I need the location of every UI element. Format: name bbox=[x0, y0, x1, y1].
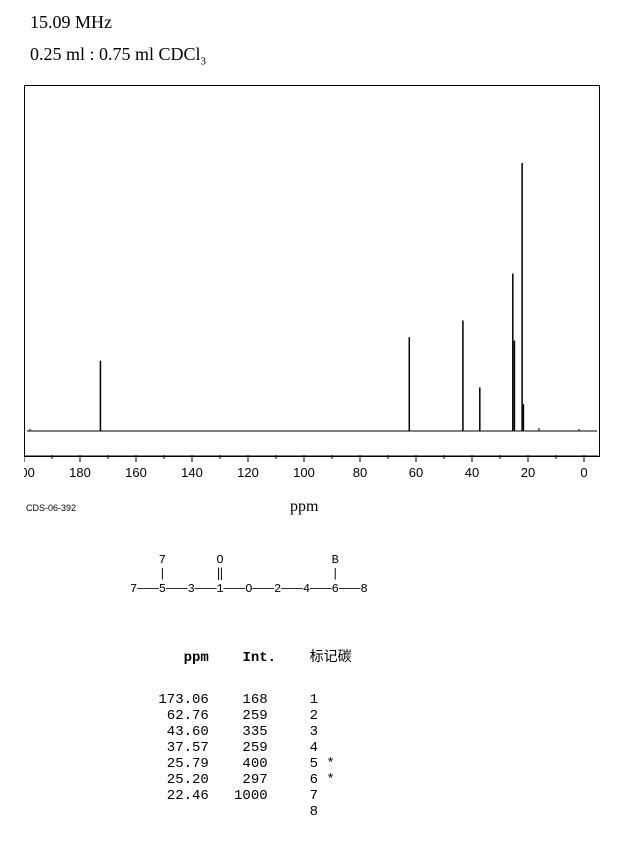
header-line-1: 15.09 MHz bbox=[30, 12, 112, 33]
header-line-2-sub: 3 bbox=[201, 56, 207, 68]
table-row: 22.46 1000 7 bbox=[150, 788, 352, 804]
nmr-chart bbox=[24, 85, 600, 457]
x-axis: 200180160140120100806040200 bbox=[24, 455, 598, 495]
tick-label: 140 bbox=[181, 465, 203, 480]
tick-label: 80 bbox=[353, 465, 367, 480]
peak-table: ppm Int. 标记碳 173.06 168 1 62.76 259 2 43… bbox=[150, 630, 352, 820]
x-axis-label: ppm bbox=[290, 498, 318, 516]
header-line-2-text: 0.25 ml : 0.75 ml CDCl bbox=[30, 44, 201, 64]
molecule-structure: 7 O B | ‖ | 7───5───3───1───O───2───4───… bbox=[130, 553, 375, 596]
table-row: 62.76 259 2 bbox=[150, 708, 352, 724]
table-row: 43.60 335 3 bbox=[150, 724, 352, 740]
tick-label: 100 bbox=[293, 465, 315, 480]
axis-svg: 200180160140120100806040200 bbox=[24, 455, 598, 495]
col-int: Int. bbox=[242, 650, 276, 666]
tick-label: 60 bbox=[409, 465, 423, 480]
table-row: 25.20 297 6 * bbox=[150, 772, 352, 788]
table-row: 25.79 400 5 * bbox=[150, 756, 352, 772]
tick-label: 40 bbox=[465, 465, 479, 480]
tick-label: 20 bbox=[521, 465, 535, 480]
spectrum-svg bbox=[25, 86, 599, 456]
tick-label: 0 bbox=[580, 465, 587, 480]
header-line-2: 0.25 ml : 0.75 ml CDCl3 bbox=[30, 44, 206, 68]
tick-label: 160 bbox=[125, 465, 147, 480]
table-row: 173.06 168 1 bbox=[150, 692, 352, 708]
tick-label: 200 bbox=[24, 465, 35, 480]
col-ppm: ppm bbox=[184, 650, 209, 666]
cds-code: CDS-06-392 bbox=[26, 503, 76, 513]
tick-label: 180 bbox=[69, 465, 91, 480]
table-row: 37.57 259 4 bbox=[150, 740, 352, 756]
table-header-row: ppm Int. 标记碳 bbox=[150, 630, 352, 682]
col-label: 标记碳 bbox=[310, 650, 352, 665]
table-row: 8 bbox=[150, 804, 352, 820]
tick-label: 120 bbox=[237, 465, 259, 480]
